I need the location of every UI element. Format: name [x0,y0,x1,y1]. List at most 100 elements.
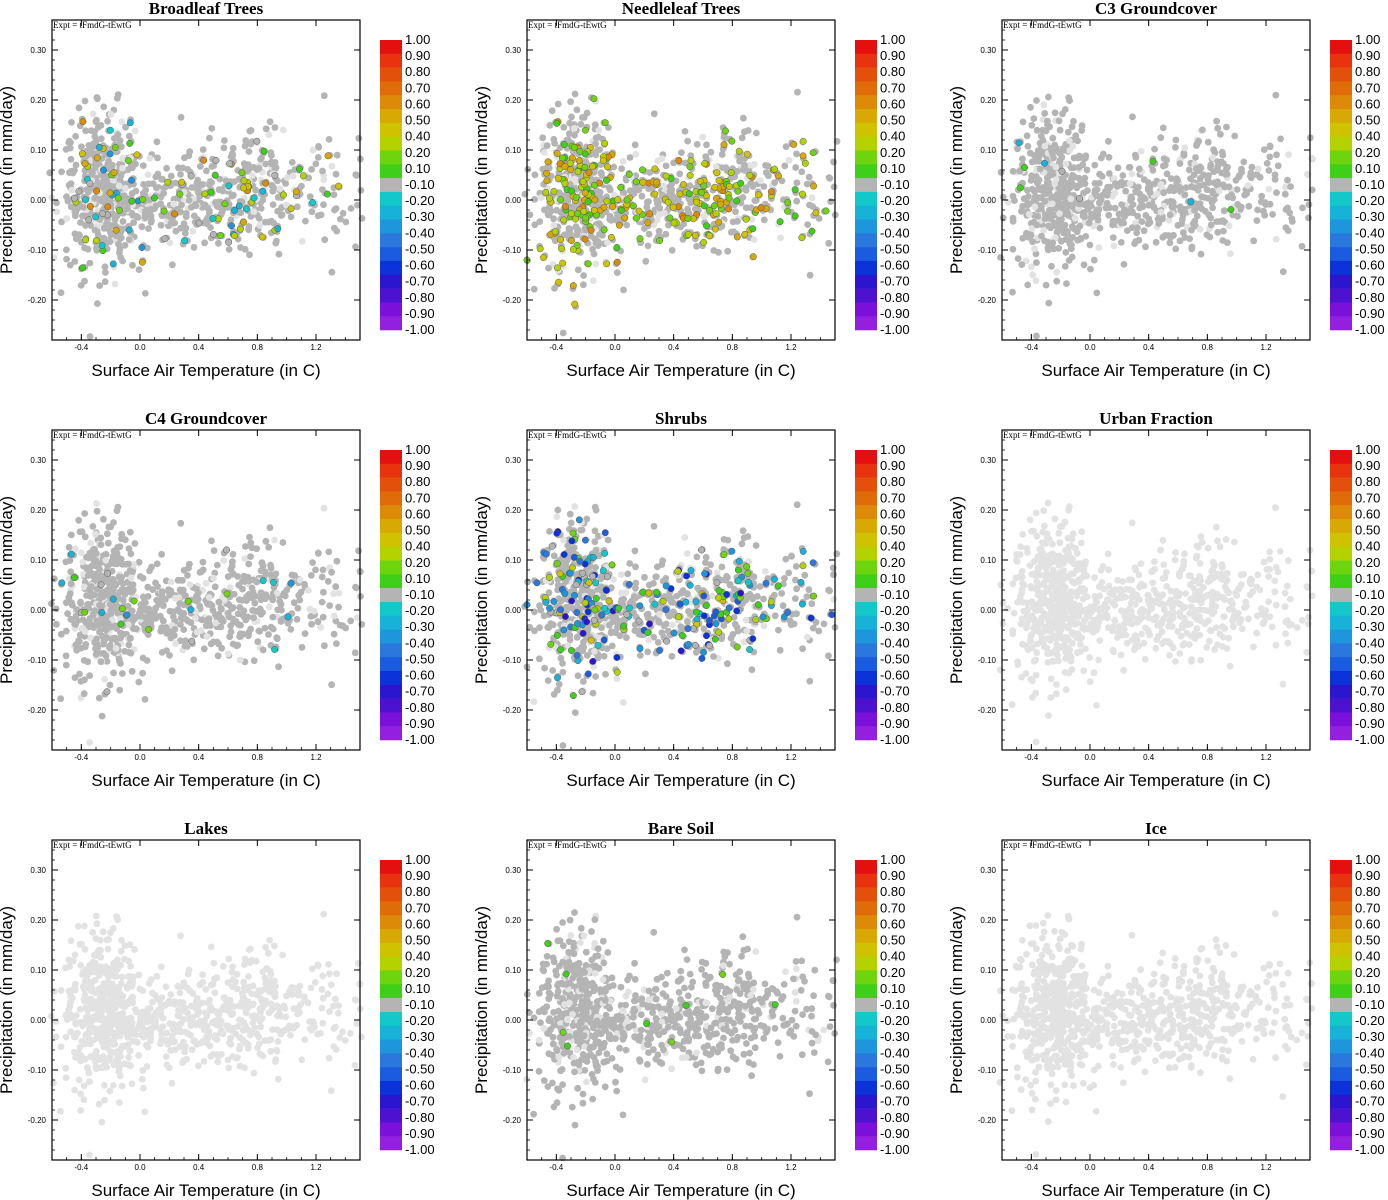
scatter-point [1265,185,1273,193]
scatter-point [1061,263,1069,270]
colorbar: 1.000.900.800.700.600.500.400.200.10-0.1… [1330,32,1385,337]
scatter-point [1041,110,1049,117]
scatter-point-colored [638,166,646,174]
scatter-point-colored [1041,159,1048,167]
colorbar-label: 0.20 [1355,145,1380,160]
scatter-point-colored [591,196,599,204]
scatter-point-colored [150,194,158,202]
colorbar-label: -0.30 [405,619,435,634]
scatter-point [1044,244,1052,252]
scatter-point [63,215,70,223]
scatter-point [1117,219,1125,226]
scatter-point-colored [639,178,647,186]
colorbar-label: 0.70 [880,80,905,95]
colorbar-swatch [380,629,402,644]
scatter-point [245,226,253,234]
colorbar-label: -0.10 [880,177,910,192]
scatter-point [330,612,338,620]
colorbar: 1.000.900.800.700.600.500.400.200.10-0.1… [855,32,910,337]
scatter-point [77,644,85,652]
scatter-point [1298,242,1306,250]
colorbar-swatch [855,81,877,96]
scatter-point [1235,173,1242,181]
scatter-point [194,595,202,603]
scatter-point [177,614,185,621]
scatter-point [108,636,116,643]
scatter-point [122,123,129,131]
scatter-point [739,527,747,535]
scatter-point [269,201,277,209]
expt-label: Expt = tFmdG-tEwtG [1003,20,1082,30]
scatter-point [337,215,344,223]
scatter-point [308,166,315,173]
colorbar-swatch [1330,109,1352,124]
scatter-point [1163,170,1171,178]
colorbar-swatch [380,588,402,603]
y-axis-label: Precipitation (in mm/day) [0,86,16,274]
scatter-point [1055,117,1063,125]
colorbar-swatch [1330,260,1352,276]
scatter-point [118,530,126,538]
scatter-point [676,170,684,178]
scatter-point [119,164,126,172]
scatter-point [782,143,790,151]
scatter-point [126,567,134,574]
scatter-point [683,550,691,557]
scatter-point [1105,137,1112,145]
scatter-point [1129,201,1137,209]
scatter-point [268,152,275,160]
expt-label: Expt = tFmdG-tEwtG [528,430,607,440]
scatter-point [87,583,95,591]
scatter-point [241,578,249,585]
scatter-point [132,187,140,195]
scatter-point [160,189,168,197]
scatter-point [1128,208,1136,215]
colorbar-label: 0.10 [405,161,430,176]
scatter-point-colored [555,278,563,286]
colorbar-swatch [380,205,402,220]
scatter-point [1033,126,1041,134]
scatter-point [1063,280,1070,287]
scatter-point [196,163,204,170]
colorbar-label: 0.50 [405,113,430,128]
scatter-point-colored [207,188,215,196]
scatter-point [760,216,768,224]
colorbar-label: 1.00 [880,32,905,47]
colorbar-label: 0.80 [405,474,430,489]
scatter-point [216,175,224,183]
scatter-point [1238,165,1245,173]
scatter-point-colored [727,169,735,177]
scatter-point [279,539,287,546]
scatter-point [1192,184,1200,192]
scatter-point-colored [200,156,208,164]
scatter-point [141,614,149,621]
scatter-point-colored [539,254,547,262]
scatter-point [668,246,676,254]
scatter-point [1105,211,1113,219]
scatter-point [96,602,103,609]
scatter-point [177,171,184,178]
scatter-point-colored [560,141,568,148]
scatter-point [1223,239,1231,247]
colorbar-label: -1.00 [1355,322,1385,337]
scatter-point [1079,212,1087,220]
colorbar-swatch [1330,81,1352,96]
scatter-point [1172,144,1179,151]
scatter-point [197,568,205,576]
scatter-point [279,126,287,134]
scatter-point [74,617,81,625]
scatter-point-colored [181,237,189,244]
scatter-point [1096,170,1103,178]
scatter-point [125,132,133,140]
scatter-point [186,581,194,588]
scatter-point [206,181,213,189]
scatter-point-colored [808,227,816,235]
panel-title: C4 Groundcover [145,409,267,428]
scatter-point [98,587,105,595]
colorbar-swatch [380,136,402,151]
scatter-point [1254,165,1262,173]
scatter-point-colored [240,218,248,226]
scatter-point [591,235,599,243]
scatter-point [68,599,75,607]
x-tick-label: 0.4 [668,343,680,352]
